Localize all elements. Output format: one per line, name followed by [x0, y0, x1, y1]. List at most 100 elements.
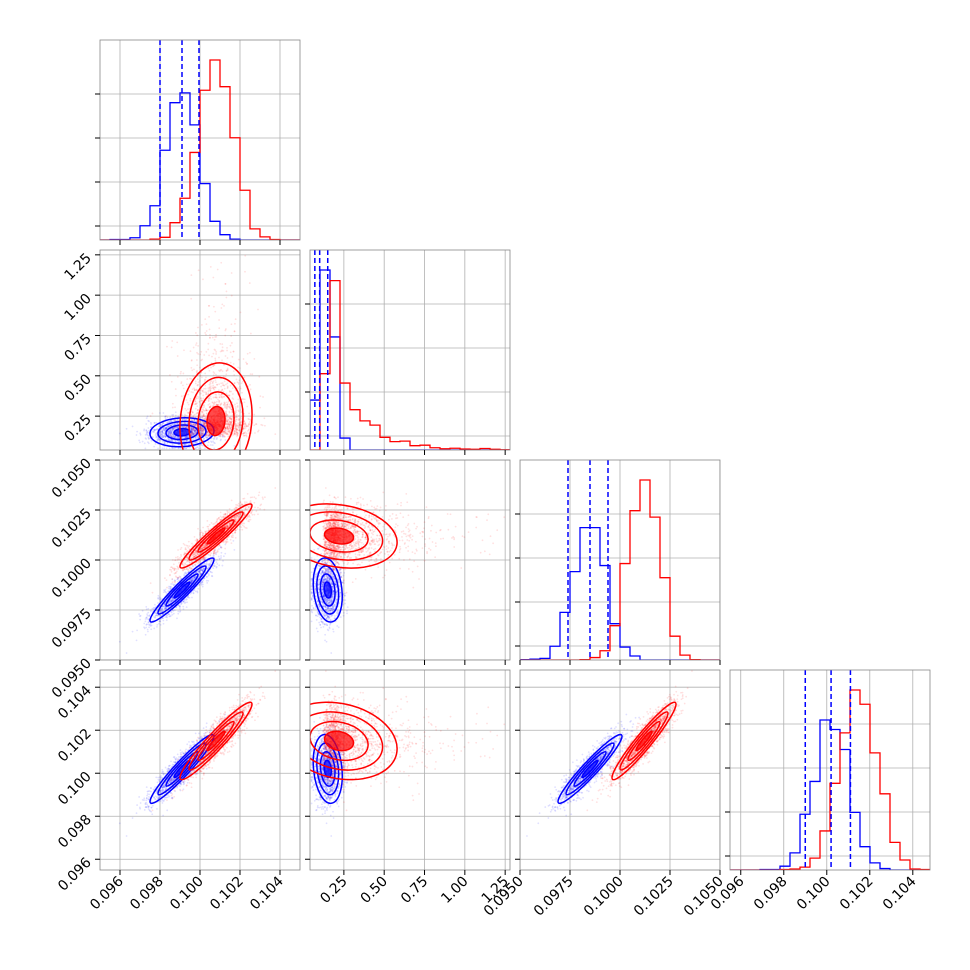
scatter-point	[236, 414, 238, 416]
scatter-point	[195, 398, 197, 400]
scatter-point	[258, 375, 261, 378]
scatter-point	[163, 605, 166, 607]
scatter-point	[203, 421, 205, 424]
scatter-point	[243, 401, 246, 404]
scatter-point	[148, 420, 150, 423]
scatter-point	[237, 427, 240, 429]
scatter-point	[161, 430, 163, 433]
scatter-point	[169, 419, 172, 422]
scatter-point	[195, 574, 197, 577]
scatter-point	[164, 415, 167, 418]
scatter-point	[226, 367, 229, 370]
scatter-point	[177, 426, 180, 429]
scatter-point	[201, 428, 204, 430]
scatter-point	[158, 596, 161, 599]
scatter-point	[163, 432, 165, 434]
scatter-point	[145, 423, 148, 425]
scatter-point	[246, 430, 249, 432]
scatter-point	[168, 430, 171, 433]
scatter-point	[203, 558, 206, 561]
y-tick-label: 0.50	[61, 371, 94, 404]
scatter-point	[230, 418, 233, 420]
scatter-point	[174, 423, 177, 426]
scatter-point	[207, 397, 210, 400]
scatter-point	[177, 426, 180, 428]
scatter-point	[169, 424, 172, 427]
scatter-point	[229, 416, 231, 419]
scatter-point	[184, 418, 187, 421]
scatter-point	[186, 401, 189, 404]
scatter-point	[185, 606, 188, 609]
scatter-point	[164, 443, 166, 445]
scatter-point	[209, 389, 212, 391]
scatter-point	[180, 422, 183, 424]
scatter-point	[205, 333, 207, 336]
scatter-point	[228, 420, 231, 423]
scatter-point	[143, 429, 145, 432]
scatter-point	[167, 433, 170, 435]
scatter-point	[194, 407, 197, 410]
scatter-point	[173, 567, 176, 570]
scatter-point	[204, 435, 207, 438]
scatter-point	[226, 526, 229, 529]
scatter-point	[235, 409, 238, 412]
scatter-point	[168, 600, 171, 603]
scatter-point	[190, 429, 193, 432]
scatter-point	[155, 421, 158, 424]
scatter-point	[228, 425, 231, 428]
scatter-point	[246, 424, 249, 427]
scatter-point	[169, 428, 172, 431]
scatter-point	[187, 412, 190, 415]
scatter-point	[206, 444, 209, 447]
scatter-point	[188, 596, 191, 599]
scatter-point	[149, 426, 152, 429]
scatter-point	[208, 565, 211, 567]
scatter-point	[196, 384, 199, 387]
scatter-point	[165, 606, 167, 609]
scatter-point	[180, 602, 183, 605]
scatter-point	[206, 567, 209, 570]
scatter-point	[182, 426, 185, 428]
scatter-point	[195, 432, 197, 434]
scatter-point	[164, 591, 167, 593]
scatter-point	[145, 429, 148, 432]
scatter-point	[172, 435, 174, 438]
scatter-point	[182, 439, 185, 442]
scatter-point	[216, 383, 218, 386]
scatter-point	[151, 412, 154, 415]
scatter-point	[222, 375, 225, 378]
scatter-point	[230, 522, 232, 525]
scatter-point	[214, 396, 217, 399]
scatter-point	[190, 426, 192, 429]
scatter-point	[169, 416, 172, 419]
scatter-point	[231, 420, 233, 423]
scatter-point	[167, 601, 170, 604]
scatter-point	[229, 422, 231, 424]
scatter-point	[192, 427, 195, 430]
scatter-point	[165, 619, 168, 622]
scatter-point	[185, 426, 188, 429]
scatter-point	[205, 393, 208, 396]
scatter-point	[229, 427, 232, 430]
scatter-point	[190, 579, 193, 582]
scatter-point	[192, 442, 195, 445]
scatter-point	[207, 389, 210, 392]
scatter-point	[202, 547, 204, 550]
scatter-point	[201, 429, 204, 432]
scatter-point	[162, 429, 165, 432]
scatter-point	[203, 422, 206, 424]
scatter-point	[169, 599, 172, 602]
scatter-point	[191, 432, 194, 435]
scatter-point	[218, 434, 221, 437]
scatter-point	[145, 616, 148, 619]
scatter-point	[191, 415, 194, 418]
scatter-point	[216, 268, 219, 271]
scatter-point	[205, 409, 208, 412]
scatter-point	[238, 423, 241, 426]
scatter-point	[226, 420, 229, 423]
scatter-point	[213, 552, 215, 555]
scatter-point	[238, 421, 241, 423]
scatter-point	[162, 622, 165, 625]
scatter-point	[228, 429, 230, 432]
scatter-point	[196, 334, 199, 337]
